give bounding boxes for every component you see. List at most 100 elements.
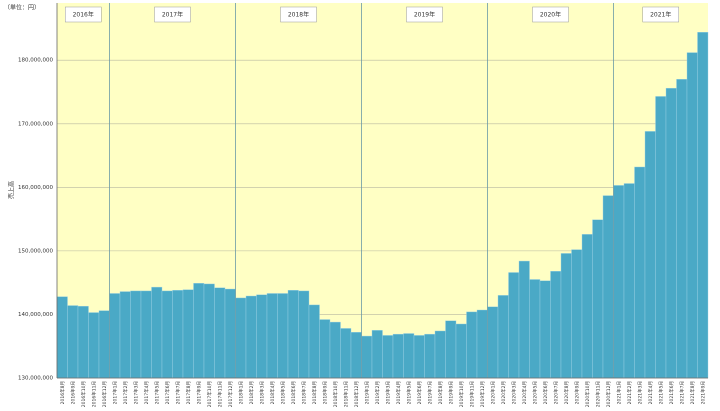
x-tick-label: 2016年12月 bbox=[101, 381, 108, 407]
y-tick-label: 150,000,000 bbox=[18, 248, 53, 254]
x-tick-label: 2017年2月 bbox=[122, 381, 129, 404]
bar bbox=[413, 335, 425, 379]
x-tick-label: 2019年6月 bbox=[416, 381, 423, 404]
bar bbox=[581, 234, 593, 379]
bar bbox=[172, 290, 184, 379]
x-tick-label: 2017年11月 bbox=[216, 381, 223, 407]
x-tick-label: 2021年7月 bbox=[678, 381, 685, 404]
x-tick-label: 2018年1月 bbox=[237, 381, 244, 404]
x-tick-label: 2016年10月 bbox=[80, 381, 87, 407]
x-tick-label: 2018年5月 bbox=[279, 381, 286, 404]
x-tick-label: 2016年11月 bbox=[90, 381, 97, 407]
x-tick-label: 2016年8月 bbox=[59, 381, 66, 404]
bar bbox=[539, 280, 551, 379]
bar bbox=[340, 328, 352, 379]
year-label-box bbox=[532, 6, 569, 23]
bar bbox=[476, 309, 488, 379]
x-tick-label: 2017年7月 bbox=[174, 381, 181, 404]
x-tick-label: 2019年11月 bbox=[468, 381, 475, 407]
bar bbox=[329, 321, 341, 379]
bar bbox=[445, 320, 457, 379]
year-label: 2016年 bbox=[73, 11, 94, 19]
bar bbox=[392, 333, 404, 379]
bar bbox=[224, 288, 236, 379]
bar bbox=[497, 295, 509, 379]
bar bbox=[130, 290, 142, 379]
bar bbox=[644, 131, 656, 379]
bar bbox=[466, 311, 478, 379]
bar bbox=[245, 295, 257, 379]
bar bbox=[571, 249, 583, 379]
x-tick-label: 2019年7月 bbox=[426, 381, 433, 404]
x-tick-label: 2017年9月 bbox=[195, 381, 202, 404]
x-tick-label: 2018年7月 bbox=[300, 381, 307, 404]
bar bbox=[382, 335, 394, 379]
x-tick-label: 2020年9月 bbox=[573, 381, 580, 404]
x-tick-label: 2018年12月 bbox=[353, 381, 360, 407]
bar bbox=[140, 290, 152, 379]
bar bbox=[361, 335, 373, 379]
x-tick-label: 2021年5月 bbox=[657, 381, 664, 404]
x-tick-label: 2019年2月 bbox=[374, 381, 381, 404]
x-tick-label: 2019年8月 bbox=[437, 381, 444, 404]
year-label-box bbox=[65, 6, 102, 23]
bar bbox=[487, 306, 499, 379]
bar bbox=[151, 286, 163, 379]
bar bbox=[109, 293, 121, 379]
bar bbox=[424, 333, 436, 379]
bar bbox=[308, 304, 320, 379]
year-label-box bbox=[642, 6, 679, 23]
year-label-box bbox=[280, 6, 317, 23]
x-tick-label: 2020年11月 bbox=[594, 381, 601, 407]
bar bbox=[655, 96, 667, 379]
bar bbox=[371, 330, 383, 379]
x-tick-label: 2017年10月 bbox=[206, 381, 213, 407]
x-tick-label: 2020年10月 bbox=[584, 381, 591, 407]
y-tick-label: 140,000,000 bbox=[18, 312, 53, 318]
year-label-box bbox=[406, 6, 443, 23]
x-tick-label: 2020年8月 bbox=[563, 381, 570, 404]
bar bbox=[602, 195, 614, 379]
bar bbox=[182, 289, 194, 379]
x-tick-label: 2021年1月 bbox=[615, 381, 622, 404]
bar bbox=[676, 79, 688, 379]
x-tick-label: 2019年9月 bbox=[447, 381, 454, 404]
bar bbox=[529, 279, 541, 379]
bar bbox=[298, 290, 310, 379]
x-tick-label: 2018年10月 bbox=[332, 381, 339, 407]
x-tick-label: 2020年1月 bbox=[489, 381, 496, 404]
bar bbox=[119, 291, 131, 379]
x-tick-label: 2018年6月 bbox=[290, 381, 297, 404]
bar bbox=[434, 330, 446, 379]
bar bbox=[697, 32, 709, 379]
bar bbox=[277, 293, 289, 379]
bar bbox=[235, 297, 247, 379]
year-label: 2021年 bbox=[650, 11, 671, 19]
x-tick-label: 2019年10月 bbox=[458, 381, 465, 407]
bar bbox=[203, 283, 215, 379]
y-tick-label: 130,000,000 bbox=[18, 376, 53, 382]
y-axis-title: 売上高 bbox=[8, 181, 16, 199]
bar bbox=[508, 272, 520, 379]
bar bbox=[613, 185, 625, 379]
y-tick-label: 160,000,000 bbox=[18, 185, 53, 191]
bar bbox=[214, 287, 226, 379]
x-tick-label: 2019年12月 bbox=[479, 381, 486, 407]
bar bbox=[67, 305, 79, 379]
x-tick-label: 2017年12月 bbox=[227, 381, 234, 407]
x-tick-label: 2018年2月 bbox=[248, 381, 255, 404]
bar bbox=[550, 271, 562, 379]
x-tick-label: 2017年8月 bbox=[185, 381, 192, 404]
bar bbox=[518, 260, 530, 379]
x-tick-label: 2020年12月 bbox=[605, 381, 612, 407]
x-tick-label: 2021年6月 bbox=[668, 381, 675, 404]
bar bbox=[455, 323, 467, 379]
x-tick-label: 2016年9月 bbox=[69, 381, 76, 404]
bar bbox=[287, 290, 299, 379]
year-label: 2019年 bbox=[414, 11, 435, 19]
x-tick-label: 2021年3月 bbox=[636, 381, 643, 404]
bar bbox=[256, 294, 268, 379]
x-tick-label: 2021年4月 bbox=[647, 381, 654, 404]
bar bbox=[193, 283, 205, 379]
x-tick-label: 2020年2月 bbox=[500, 381, 507, 404]
